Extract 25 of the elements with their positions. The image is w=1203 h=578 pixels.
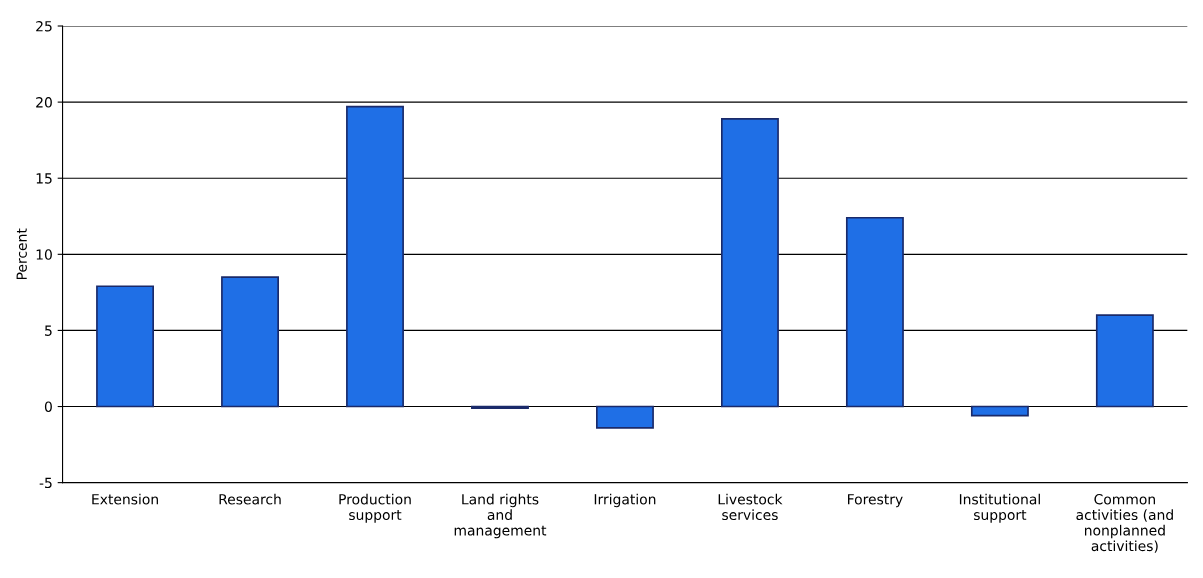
x-tick-label: Institutional support [959,493,1040,523]
y-tick-label: 25 [36,20,52,32]
bar [96,285,155,408]
bar [720,118,779,408]
bar [1095,314,1154,408]
x-tick-label: Livestock services [718,493,783,521]
bar [596,405,654,429]
x-tick-label: Common activities (and nonplanned activities) [1076,493,1173,553]
y-tick-label: 20 [36,97,52,108]
bar [221,276,279,408]
bar [346,105,404,408]
y-axis-title: Percent [16,228,27,280]
x-tick-label: Extension [92,493,158,505]
y-tick-label: 0 [44,401,52,412]
y-tick-label: -5 [39,477,52,489]
x-tick-label: Research [219,493,281,505]
y-tick-label: 10 [36,249,52,260]
x-tick-label: Land rights and management [454,493,547,539]
x-tick-label: Irrigation [594,493,656,508]
y-tick-label: 15 [36,173,52,184]
y-tick-label: 5 [45,325,52,336]
x-tick-label: Forestry [848,494,903,508]
x-tick-label: Production support [339,493,411,523]
bar [970,405,1029,417]
bar [845,216,904,408]
